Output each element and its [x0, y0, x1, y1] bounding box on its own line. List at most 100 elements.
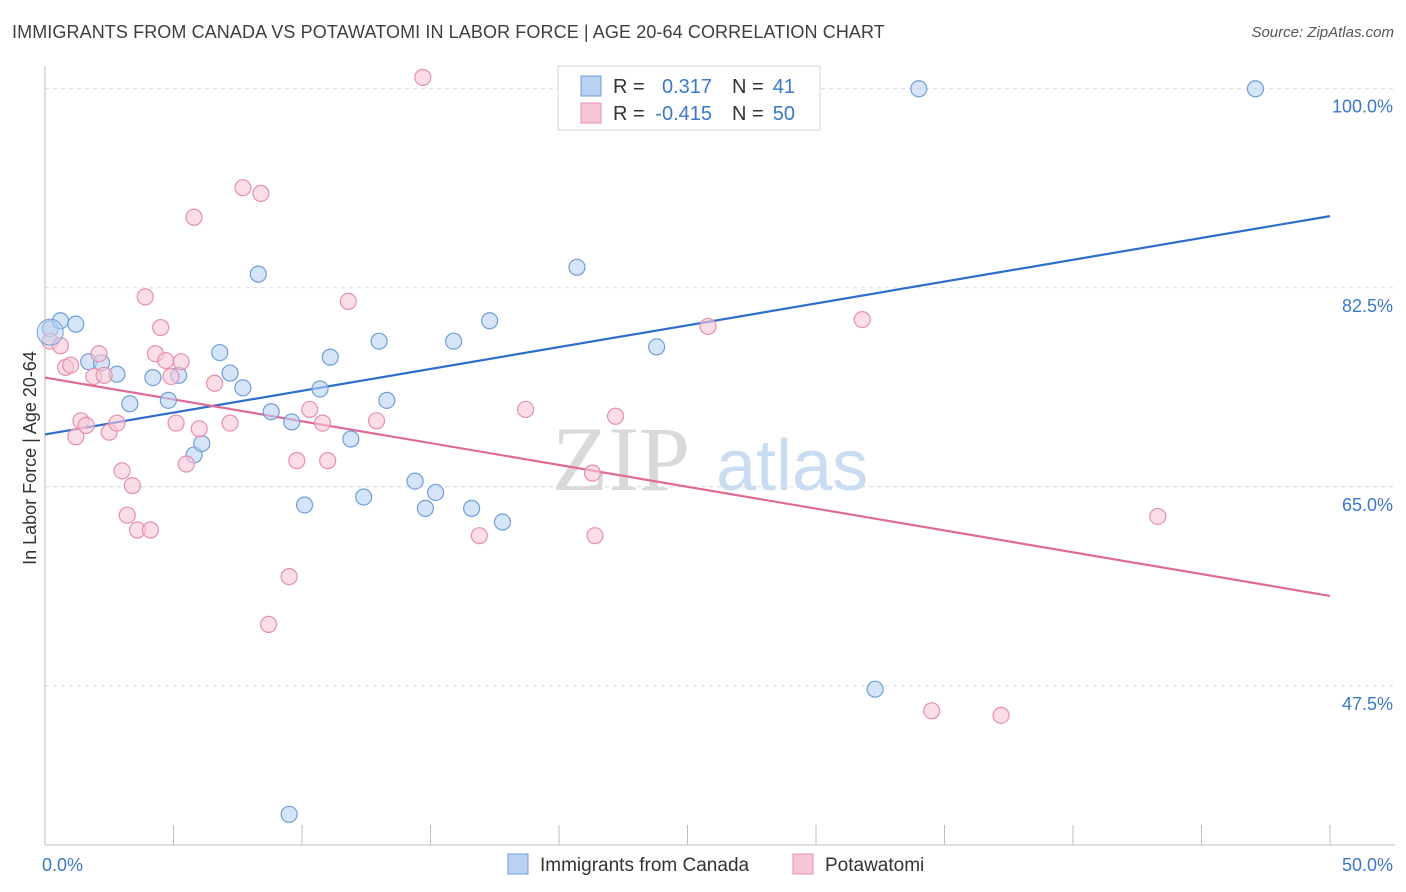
data-point-pink — [177, 455, 195, 473]
data-point-blue — [378, 391, 396, 409]
legend-r-value-2: -0.415 — [655, 103, 712, 125]
data-point-pink — [853, 311, 871, 329]
data-point-blue — [445, 332, 463, 350]
points-layer — [36, 65, 1265, 823]
data-point-pink — [414, 68, 432, 86]
data-point-blue — [568, 258, 586, 276]
tick-label-layer: 100.0% 82.5% 65.0% 47.5% 0.0% 50.0% — [42, 97, 1393, 875]
data-point-blue — [67, 315, 85, 333]
data-point-blue — [416, 499, 434, 517]
chart-source: Source: ZipAtlas.com — [1251, 24, 1394, 41]
data-point-pink — [185, 208, 203, 226]
data-point-cluster — [36, 318, 64, 346]
data-point-pink — [301, 400, 319, 419]
data-point-pink — [699, 317, 717, 336]
data-point-pink — [221, 414, 239, 432]
data-point-blue — [249, 265, 267, 283]
data-point-pink — [167, 414, 185, 432]
data-point-pink — [113, 462, 131, 480]
data-point-blue — [121, 395, 139, 413]
data-point-pink — [234, 179, 252, 197]
data-point-blue — [355, 488, 373, 506]
data-point-blue — [262, 403, 280, 421]
data-point-pink — [367, 412, 386, 430]
correlation-legend: R = 0.317 N = 41 R = -0.415 N = 50 — [557, 65, 821, 131]
data-point-blue — [321, 348, 339, 366]
data-point-pink — [152, 318, 170, 337]
data-point-pink — [583, 464, 602, 482]
legend-n-value-2: 50 — [773, 103, 795, 125]
data-point-blue — [648, 338, 666, 356]
data-point-pink — [190, 420, 208, 438]
y-tick-label: 47.5% — [1342, 694, 1393, 714]
data-point-blue — [159, 391, 177, 409]
data-point-blue — [342, 430, 360, 448]
data-point-pink — [470, 527, 488, 545]
data-point-blue — [221, 364, 239, 382]
y-axis-title: In Labor Force | Age 20-64 — [20, 351, 40, 565]
data-point-blue — [866, 680, 884, 698]
series-legend-swatch-potawatomi — [792, 853, 814, 875]
data-point-blue — [427, 483, 445, 502]
data-point-blue — [234, 379, 252, 397]
data-point-pink — [586, 527, 604, 545]
data-point-pink — [172, 353, 190, 371]
data-point-pink — [141, 521, 159, 539]
data-point-pink — [136, 288, 154, 306]
data-point-blue — [295, 496, 314, 514]
data-point-blue — [1246, 80, 1265, 98]
legend-n-value-1: 41 — [773, 76, 795, 98]
data-point-pink — [280, 568, 298, 586]
data-point-pink — [77, 416, 95, 434]
data-point-pink — [162, 367, 180, 386]
data-point-pink — [252, 184, 270, 202]
legend-r-value-1: 0.317 — [662, 76, 712, 98]
data-point-pink — [108, 414, 126, 432]
data-point-pink — [157, 351, 175, 370]
data-point-pink — [339, 292, 357, 311]
data-point-pink — [288, 452, 306, 470]
data-point-blue — [481, 312, 499, 330]
data-point-blue — [211, 343, 229, 362]
data-point-pink — [516, 400, 535, 419]
data-point-pink — [992, 706, 1010, 724]
data-point-blue — [283, 413, 301, 431]
trend-line-blue — [44, 215, 1331, 436]
chart-title: IMMIGRANTS FROM CANADA VS POTAWATOMI IN … — [12, 22, 885, 42]
data-point-blue — [144, 369, 162, 387]
x-tick-label: 0.0% — [42, 855, 83, 875]
data-point-blue — [370, 332, 388, 350]
data-point-pink — [67, 428, 85, 446]
data-point-pink — [95, 366, 113, 384]
data-point-pink — [90, 345, 108, 363]
x-tick-label: 50.0% — [1342, 855, 1393, 875]
data-point-pink — [319, 452, 337, 470]
data-point-blue — [493, 513, 512, 531]
legend-n-label-1: N = — [732, 76, 764, 98]
series-legend-label-potawatomi: Potawatomi — [825, 855, 924, 876]
data-point-pink — [923, 702, 941, 720]
data-point-pink — [118, 506, 136, 524]
axis-layer — [44, 66, 1395, 846]
trend-line-pink — [44, 376, 1331, 598]
data-point-pink — [313, 414, 332, 432]
data-point-pink — [259, 615, 278, 633]
data-point-pink — [1149, 507, 1167, 525]
y-tick-label: 82.5% — [1342, 296, 1393, 316]
data-point-blue — [463, 499, 481, 517]
series-legend: Immigrants from Canada Potawatomi — [507, 853, 924, 876]
legend-n-label-2: N = — [732, 103, 764, 125]
watermark: ZIP atlas — [552, 408, 868, 510]
watermark-zip: ZIP — [552, 408, 690, 510]
data-point-pink — [123, 477, 141, 495]
legend-swatch-blue — [580, 75, 602, 97]
data-point-pink — [62, 356, 80, 374]
series-legend-swatch-canada — [507, 853, 529, 875]
data-point-blue — [280, 805, 298, 823]
series-legend-label-canada: Immigrants from Canada — [540, 855, 750, 876]
y-tick-label: 65.0% — [1342, 495, 1393, 515]
trend-layer — [44, 215, 1331, 598]
data-point-blue — [311, 380, 329, 398]
data-point-blue — [193, 434, 211, 453]
data-point-pink — [606, 407, 625, 425]
